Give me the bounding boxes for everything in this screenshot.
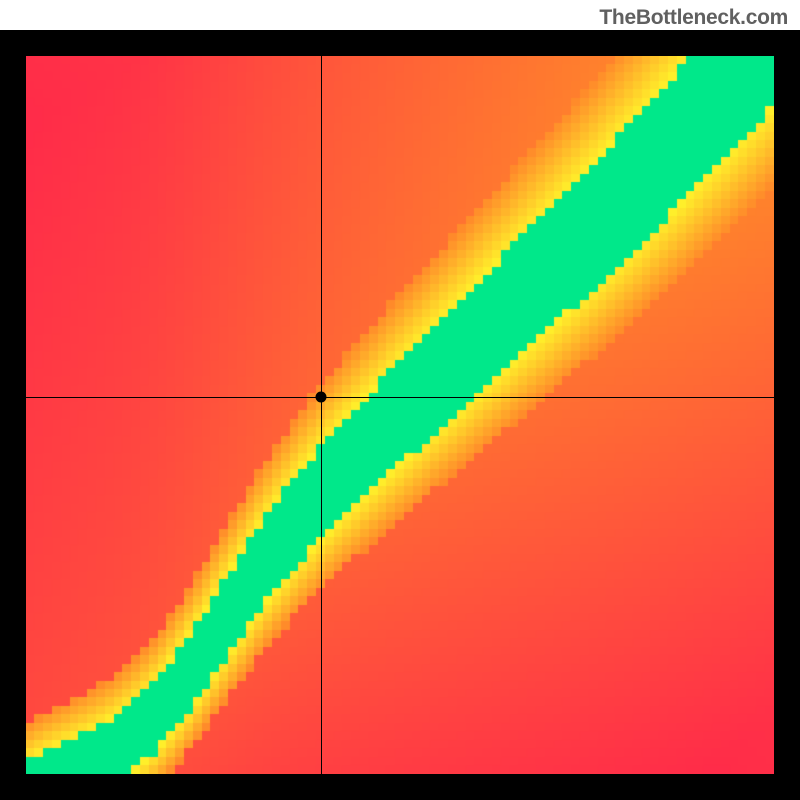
marker-point <box>316 392 327 403</box>
chart-frame <box>0 30 800 800</box>
crosshair-vertical <box>321 56 322 774</box>
crosshair-horizontal <box>26 397 774 398</box>
heatmap-canvas <box>26 56 774 774</box>
watermark-text: TheBottleneck.com <box>599 6 788 30</box>
